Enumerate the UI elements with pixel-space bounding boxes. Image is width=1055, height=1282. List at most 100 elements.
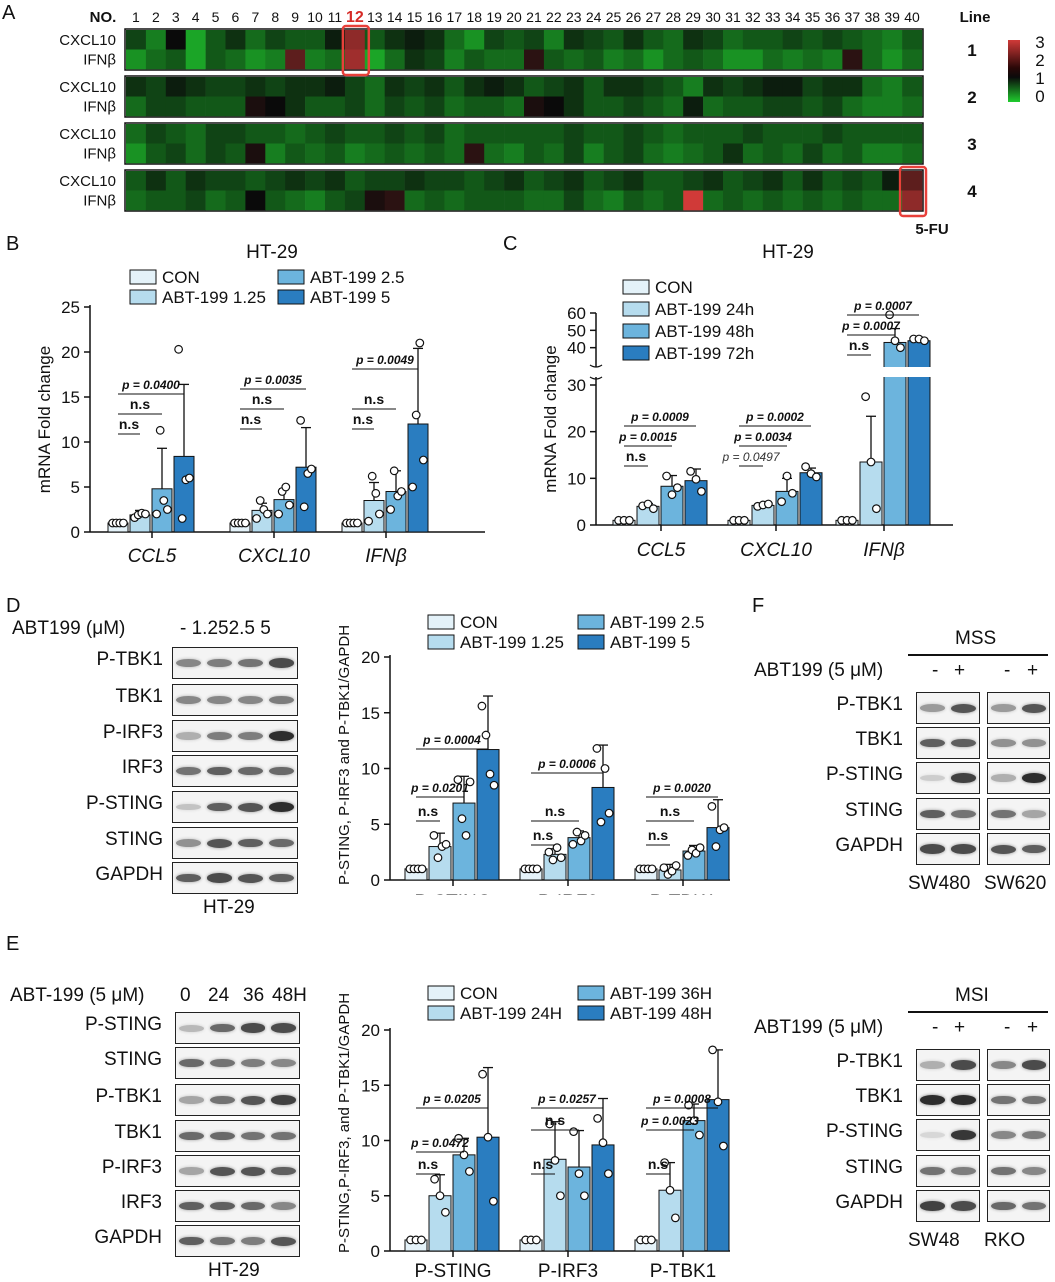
heatmap-cell [822, 77, 843, 97]
heatmap-col-label: 8 [271, 9, 279, 25]
heatmap-cell [245, 143, 266, 164]
data-point [707, 802, 717, 811]
significance-label: p = 0.0004 [422, 733, 481, 747]
panel-letter-c: C [503, 233, 518, 255]
heatmap-cell [902, 143, 923, 164]
blot-sign-label: + [954, 1017, 966, 1038]
heatmap-cell [862, 171, 883, 191]
blot-band [176, 696, 201, 704]
blot-band [179, 1024, 204, 1032]
blot-band [207, 873, 232, 883]
blot-row-label: STING [844, 1157, 903, 1178]
data-point [866, 457, 876, 467]
heatmap-cell [703, 190, 724, 211]
blot-sign-label: + [1027, 660, 1039, 681]
heatmap-line-number: 3 [967, 135, 976, 154]
heatmap-cell [424, 77, 445, 97]
heatmap-cell [504, 190, 525, 211]
blot-band [920, 1201, 945, 1211]
heatmap-cell [643, 190, 664, 211]
data-point [624, 515, 634, 525]
significance-label: p = 0.0023 [640, 1114, 699, 1128]
legend-swatch [622, 279, 650, 295]
color-scale-tick: 1 [1035, 69, 1044, 88]
heatmap-cell [285, 143, 306, 164]
significance-label: n.s [533, 827, 553, 843]
heatmap-cell [165, 143, 186, 164]
legend-label: ABT-199 24H [460, 1004, 562, 1023]
blot-band [176, 803, 201, 811]
blot-strip [987, 1190, 1050, 1222]
heatmap-col-label: 23 [566, 9, 582, 25]
significance-label: n.s [252, 391, 272, 407]
blot-row-label: TBK1 [115, 686, 163, 707]
blot-band [269, 873, 294, 883]
heatmap-cell [424, 30, 445, 50]
data-point [671, 1213, 680, 1223]
legend-swatch [427, 1005, 455, 1021]
heatmap-cell [663, 124, 684, 144]
data-point [459, 1150, 469, 1160]
significance-label: p = 0.0400 [121, 378, 180, 392]
blot-band [240, 1166, 266, 1176]
heatmap-cell [862, 96, 883, 117]
heatmap-cell [742, 49, 764, 70]
heatmap-cell [683, 143, 704, 164]
heatmap-cell [683, 124, 704, 144]
y-tick-label: 25 [61, 298, 80, 317]
heatmap-cell [464, 143, 485, 164]
data-point [662, 471, 672, 481]
y-tick-label: 0 [371, 1242, 380, 1261]
heatmap-cell [225, 124, 246, 144]
data-point [739, 515, 749, 525]
heatmap-cell [464, 49, 485, 70]
heatmap-cell [325, 171, 346, 191]
heatmap-col-label: 3 [172, 9, 180, 25]
significance-label: n.s [119, 416, 139, 432]
heatmap-cell [344, 143, 366, 164]
heatmap-line-header: Line [960, 9, 991, 26]
blot-strip [916, 692, 980, 724]
highlight-box [341, 24, 371, 77]
legend-label: ABT-199 1.25 [460, 633, 564, 652]
data-point [367, 471, 377, 481]
heatmap-cell [126, 96, 147, 117]
y-axis-label: mRNA Fold change [35, 346, 54, 493]
blot-band [209, 1236, 235, 1246]
y-tick-label: 10 [361, 1132, 380, 1151]
blot-strip [172, 684, 298, 716]
data-point [453, 775, 463, 785]
heatmap-cell [703, 124, 724, 144]
legend-label: CON [655, 278, 693, 297]
blot-band [920, 809, 945, 819]
blot-band [176, 839, 201, 847]
blot-row-label: STING [844, 800, 903, 821]
blot-band [1021, 810, 1046, 818]
blot-band [951, 738, 976, 748]
legend-swatch [577, 634, 605, 650]
heatmap-col-label: 1 [132, 9, 140, 25]
blot-band [269, 731, 294, 741]
data-point [593, 1113, 603, 1123]
data-point [592, 744, 602, 753]
heatmap-cell [663, 77, 684, 97]
blot-band [207, 838, 232, 848]
heatmap-cell [882, 124, 903, 144]
heatmap-cell [484, 171, 505, 191]
heatmap-cell [603, 49, 624, 70]
bar [476, 749, 500, 881]
heatmap-cell [882, 171, 903, 191]
heatmap-cell [663, 190, 684, 211]
heatmap-row-label: CXCL10 [59, 32, 116, 49]
significance-label: p = 0.0002 [745, 410, 804, 424]
heatmap-cell [524, 96, 545, 117]
blot-band [269, 695, 294, 705]
bar [684, 480, 708, 526]
heatmap-col-label: 14 [387, 9, 403, 25]
blot-row-label: P-IRF3 [102, 722, 163, 743]
heatmap-cell [902, 171, 923, 191]
data-point [660, 1158, 670, 1168]
color-scale-tick: 0 [1035, 87, 1044, 106]
data-point [579, 1191, 589, 1201]
legend-swatch [622, 301, 650, 317]
